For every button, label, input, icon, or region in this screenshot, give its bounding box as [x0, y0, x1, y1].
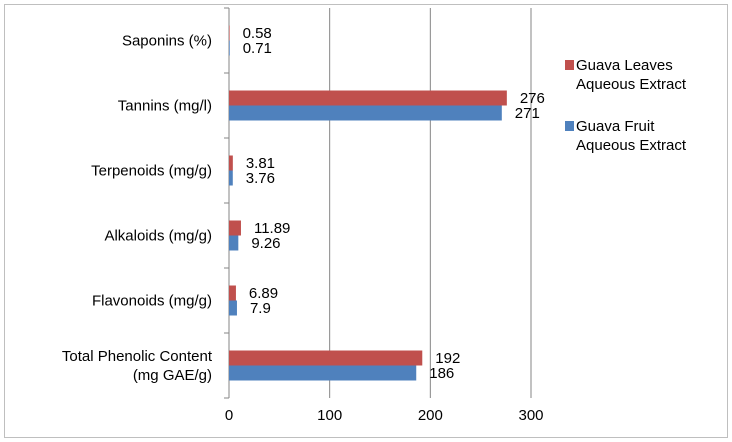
bar [229, 155, 233, 171]
category-label: Terpenoids (mg/g) [91, 163, 212, 180]
x-tick-label: 300 [518, 407, 543, 424]
category-label: Flavonoids (mg/g) [92, 293, 212, 310]
x-tick-label: 200 [418, 407, 443, 424]
data-label: 7.9 [250, 300, 271, 317]
bar [229, 105, 502, 121]
bar [229, 235, 239, 251]
legend-swatch [565, 121, 574, 131]
data-label: 11.89 [254, 220, 290, 237]
category-label: Total Phenolic Content [62, 348, 213, 365]
bar [229, 350, 423, 366]
category-label: Tannins (mg/l) [118, 98, 212, 115]
data-label: 271 [515, 105, 540, 122]
data-label: 0.71 [243, 40, 272, 57]
category-label: Alkaloids (mg/g) [104, 228, 212, 245]
data-label: 192 [435, 350, 460, 367]
legend-swatch [565, 60, 574, 70]
category-label: (mg GAE/g) [133, 367, 212, 384]
bar [229, 170, 233, 186]
legend-label: Guava Leaves [576, 57, 673, 74]
data-label: 3.76 [246, 170, 275, 187]
bar [229, 285, 236, 301]
x-axis-ticks: 0 100 200 300 [225, 407, 544, 424]
bars [229, 25, 507, 381]
x-tick-label: 100 [317, 407, 342, 424]
bar [229, 365, 417, 381]
data-label: 6.89 [249, 285, 278, 302]
bar [229, 25, 230, 41]
bar [229, 220, 241, 236]
data-label: 0.58 [243, 25, 272, 42]
bar [229, 90, 507, 106]
x-tick-label: 0 [225, 407, 233, 424]
data-label: 9.26 [251, 235, 280, 252]
bar [229, 40, 230, 56]
category-labels: Saponins (%) Tannins (mg/l) Terpenoids (mg… [62, 33, 213, 385]
category-label: Saponins (%) [122, 33, 212, 50]
legend-label: Guava Fruit [576, 118, 655, 135]
data-label: 3.81 [246, 155, 275, 172]
gridlines [224, 7, 532, 399]
legend-label: Aqueous Extract [576, 76, 687, 93]
data-label: 186 [429, 365, 454, 382]
legend-label: Aqueous Extract [576, 137, 687, 154]
bar [229, 300, 237, 316]
legend: Guava Leaves Aqueous Extract Guava Fruit Aq… [565, 57, 687, 154]
data-label: 276 [520, 90, 545, 107]
